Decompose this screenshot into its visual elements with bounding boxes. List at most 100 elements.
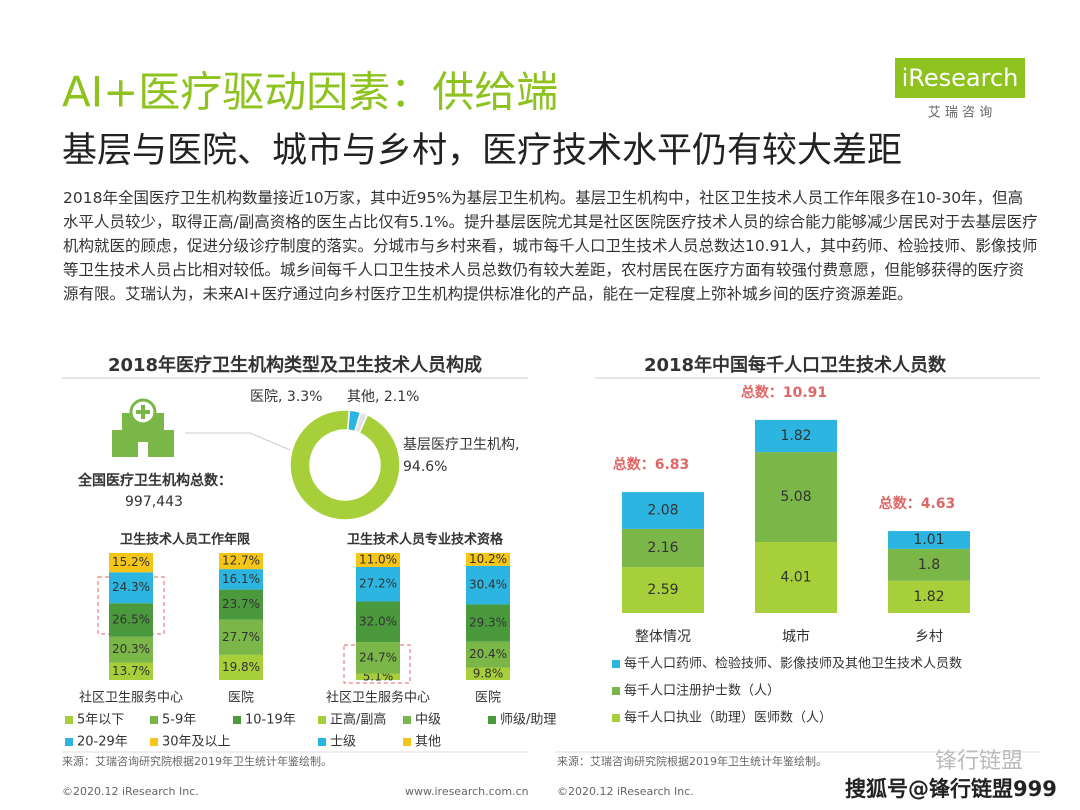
x-tick-label: 社区卫生服务中心 — [326, 690, 430, 706]
bar-segment — [755, 452, 837, 543]
bar-segment — [466, 667, 510, 680]
bar-segment — [219, 569, 263, 590]
pie-label: 其他, 2.1% — [347, 389, 419, 405]
hospital-icon — [112, 398, 174, 457]
data-label: 20.4% — [469, 647, 507, 661]
logo: iResearch — [902, 64, 1019, 92]
bar-segment — [219, 589, 263, 620]
source: 来源：艾瑞咨询研究院根据2019年卫生统计年鉴绘制。 — [62, 754, 332, 768]
subtitle: 基层与医院、城市与乡村，医疗技术水平仍有较大差距 — [62, 131, 902, 171]
data-label: 13.7% — [112, 664, 150, 678]
bar-segment — [466, 641, 510, 668]
data-label: 30.4% — [469, 578, 507, 592]
watermark-sub: 搜狐号@锋行链盟999 — [845, 777, 1057, 801]
website: www.iresearch.com.cn — [405, 785, 529, 798]
chart-title: 卫生技术人员工作年限 — [120, 532, 251, 548]
legend-label: 30年及以上 — [162, 735, 231, 750]
legend-marker — [233, 716, 241, 724]
legend-marker — [612, 687, 620, 695]
title: AI+医疗驱动因素：供给端 — [62, 68, 558, 117]
data-label: 16.1% — [222, 572, 260, 586]
bar-segment — [109, 636, 153, 663]
bar-segment — [466, 552, 510, 566]
source: 来源：艾瑞咨询研究院根据2019年卫生统计年鉴绘制。 — [557, 754, 827, 768]
pie-label: 基层医疗卫生机构, 94.6% — [403, 437, 520, 475]
total-title: 全国医疗卫生机构总数： — [77, 472, 232, 489]
legend-label: 每千人口注册护士数（人） — [624, 683, 780, 699]
left-title: 2018年医疗卫生机构类型及卫生技术人员构成 — [108, 354, 482, 376]
legend-marker — [65, 738, 73, 746]
total-label: 总数：10.91 — [741, 384, 827, 401]
data-label: 29.3% — [469, 616, 507, 630]
legend-label: 5年以下 — [77, 713, 124, 728]
data-label: 2.16 — [647, 540, 678, 556]
data-label: 1.8 — [918, 557, 940, 573]
chart-title: 卫生技术人员专业技术资格 — [347, 532, 504, 548]
legend-label: 正高/副高 — [330, 712, 386, 728]
copyright: ©2020.12 iResearch Inc. — [62, 785, 199, 798]
data-label: 26.5% — [112, 612, 150, 626]
bar-segment — [356, 642, 400, 674]
x-tick-label: 医院 — [228, 691, 254, 706]
copyright: ©2020.12 iResearch Inc. — [557, 785, 694, 798]
bar-segment — [109, 662, 153, 680]
data-label: 20.3% — [112, 642, 150, 656]
data-label: 27.7% — [222, 630, 260, 644]
logo-bg — [895, 58, 1025, 98]
bar-segment — [219, 553, 263, 570]
pie-slice — [289, 409, 401, 521]
legend-marker — [150, 738, 158, 746]
data-label: 5.08 — [780, 489, 811, 505]
bar-segment — [622, 492, 704, 529]
bar-segment — [109, 553, 153, 573]
total-label: 总数：6.83 — [613, 456, 690, 473]
data-label: 32.0% — [359, 614, 397, 628]
legend-label: 每千人口药师、检验技师、影像技师及其他卫生技术人员数 — [624, 656, 962, 672]
bar-segment — [356, 566, 400, 602]
legend-marker — [403, 716, 411, 724]
bar-segment — [109, 603, 153, 637]
bar-segment — [466, 565, 510, 605]
data-label: 9.8% — [473, 666, 504, 680]
pie-slice — [353, 411, 369, 435]
bar-segment — [888, 548, 970, 581]
bar-segment — [755, 542, 837, 613]
pie-label: 医院, 3.3% — [250, 389, 322, 405]
connector — [185, 432, 291, 451]
legend-marker — [318, 716, 326, 724]
data-label: 24.3% — [112, 580, 150, 594]
total-label: 总数：4.63 — [879, 495, 956, 512]
data-label: 15.2% — [112, 555, 150, 569]
x-tick-label: 整体情况 — [635, 629, 691, 645]
legend-label: 师级/助理 — [500, 713, 556, 728]
bar-segment — [622, 528, 704, 568]
x-tick-label: 社区卫生服务中心 — [79, 690, 183, 706]
bar-segment — [219, 654, 263, 680]
bar-segment — [109, 572, 153, 604]
logo-sub: 艾 瑞 咨 询 — [928, 106, 992, 121]
legend-label: 5-9年 — [162, 713, 196, 728]
data-label: 2.59 — [647, 582, 678, 598]
legend-marker — [612, 714, 620, 722]
legend-marker — [403, 738, 411, 746]
bar-segment — [755, 419, 837, 453]
data-label: 24.7% — [359, 650, 397, 664]
bar-segment — [356, 601, 400, 643]
legend-label: 10-19年 — [245, 713, 296, 728]
legend-label: 每千人口执业（助理）医师数（人） — [624, 710, 832, 726]
bar-segment — [622, 567, 704, 613]
bar-segment — [466, 604, 510, 642]
bar-segment — [888, 580, 970, 613]
bar-segment — [888, 531, 970, 549]
x-tick-label: 医院 — [475, 691, 501, 706]
legend-marker — [612, 660, 620, 668]
body-text: 2018年全国医疗卫生机构数量接近10万家，其中近95%为基层卫生机构。基层卫生… — [63, 189, 1038, 303]
legend-label: 20-29年 — [77, 735, 128, 750]
data-label: 27.2% — [359, 577, 397, 591]
legend-label: 士级 — [330, 735, 356, 750]
legend-marker — [318, 738, 326, 746]
watermark: 锋行链盟 — [935, 749, 1023, 774]
data-label: 4.01 — [780, 570, 811, 586]
data-label: 23.7% — [222, 597, 260, 611]
legend-label: 中级 — [415, 713, 441, 728]
